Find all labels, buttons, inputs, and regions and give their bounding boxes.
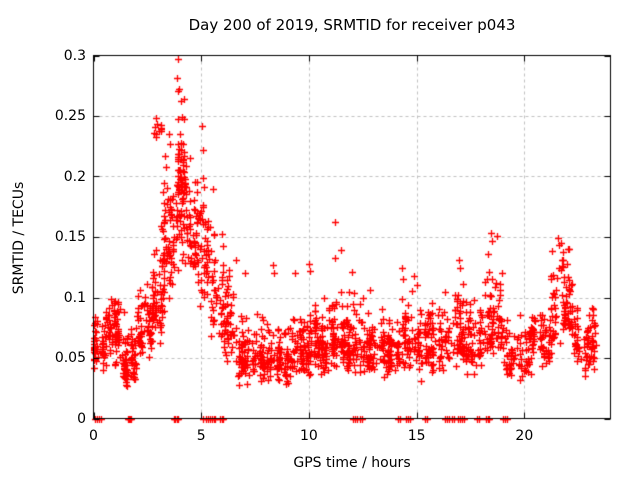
chart-title: Day 200 of 2019, SRMTID for receiver p04… bbox=[188, 16, 516, 34]
y-tick-label: 0.3 bbox=[63, 47, 86, 64]
y-tick-label: 0.05 bbox=[54, 350, 86, 366]
x-tick-label: 15 bbox=[407, 428, 426, 444]
x-tick-label: 0 bbox=[89, 428, 98, 444]
x-tick-label: 10 bbox=[299, 428, 318, 444]
y-tick-label: 0.1 bbox=[63, 289, 86, 306]
x-axis-label: GPS time / hours bbox=[293, 455, 411, 471]
x-tick-label: 20 bbox=[515, 428, 534, 444]
y-axis-label: SRMTID / TECUs bbox=[11, 181, 27, 295]
y-tick-label: 0.15 bbox=[54, 229, 86, 245]
y-tick-label: 0.25 bbox=[54, 108, 86, 124]
y-tick-label: 0.2 bbox=[63, 168, 86, 185]
x-tick-label: 5 bbox=[196, 428, 206, 444]
y-tick-label: 0 bbox=[77, 410, 86, 427]
